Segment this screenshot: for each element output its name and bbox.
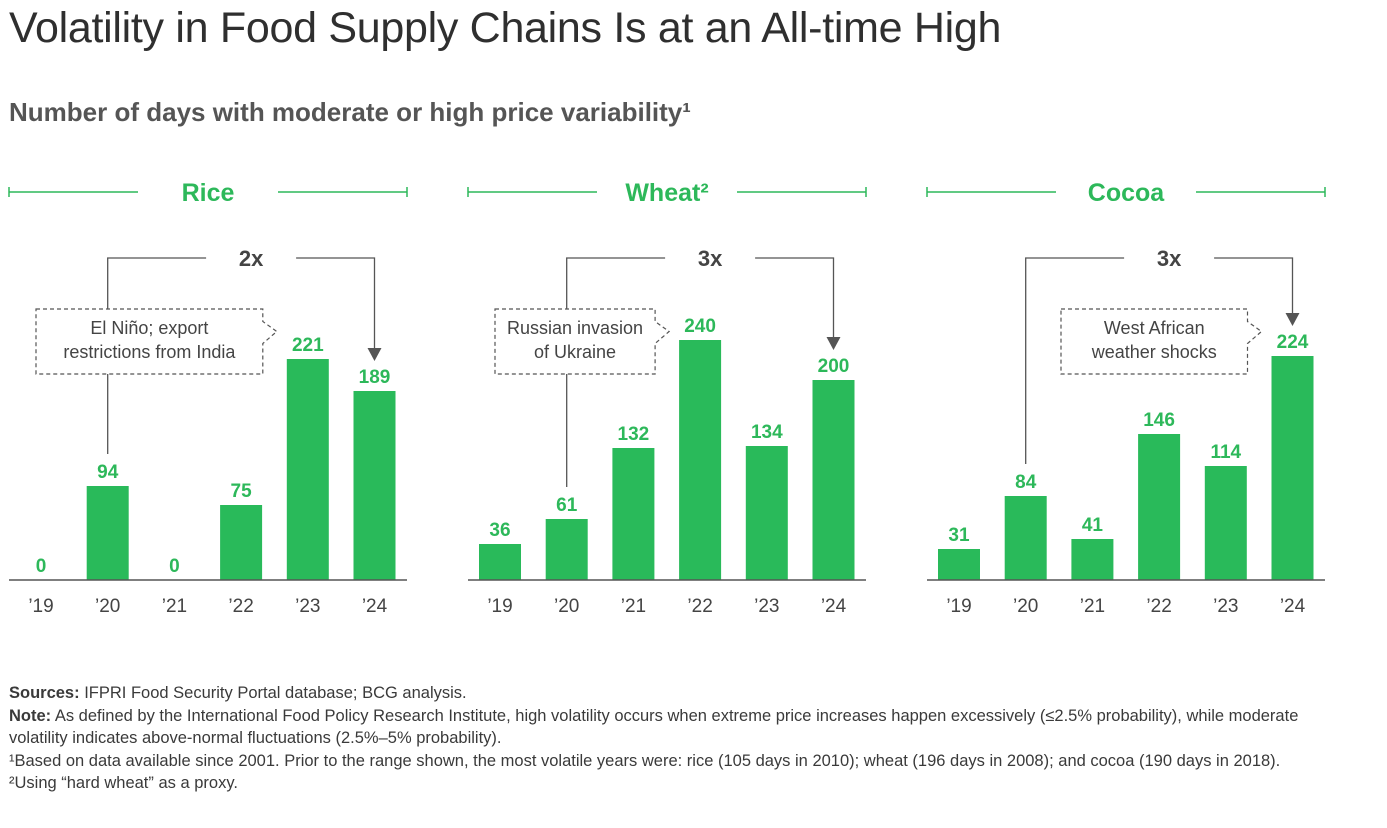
tick-label: ’24 [362, 596, 388, 617]
footnote-2: ²Using “hard wheat” as a proxy. [9, 774, 238, 792]
value-label: 189 [359, 367, 391, 388]
value-label: 84 [1015, 472, 1037, 493]
bar [1138, 434, 1181, 580]
tick-label: ’22 [687, 596, 712, 617]
annotation-text: restrictions from India [63, 342, 236, 362]
value-label: 221 [292, 335, 324, 356]
multiplier-connector-left [566, 257, 666, 487]
panel-title: Rice [182, 179, 235, 207]
value-label: 41 [1082, 515, 1104, 536]
tick-label: ’20 [1013, 596, 1038, 617]
tick-label: ’19 [487, 596, 512, 617]
tick-label: ’20 [95, 596, 120, 617]
sources-line: Sources: IFPRI Food Security Portal data… [9, 682, 1339, 705]
value-label: 224 [1277, 332, 1309, 353]
tick-label: ’23 [1213, 596, 1238, 617]
bar [86, 486, 129, 580]
value-label: 200 [818, 356, 850, 377]
tick-label: ’20 [554, 596, 579, 617]
multiplier-label: 3x [1157, 246, 1182, 271]
multiplier-connector-right [296, 257, 376, 349]
annotation-box [35, 308, 278, 375]
bar [745, 446, 788, 580]
bar [1004, 496, 1047, 580]
tick-label: ’21 [162, 596, 187, 617]
page-subtitle: Number of days with moderate or high pri… [9, 97, 691, 127]
value-label: 134 [751, 422, 783, 443]
tick-label: ’24 [1280, 596, 1306, 617]
tick-label: ’23 [295, 596, 320, 617]
multiplier-connector-right [1214, 257, 1294, 314]
notes: Sources: IFPRI Food Security Portal data… [9, 682, 1339, 795]
panel-title: Wheat² [625, 179, 708, 207]
tick-label: ’22 [1146, 596, 1171, 617]
bar [353, 391, 396, 580]
value-label: 0 [36, 556, 47, 577]
panel-title: Cocoa [1088, 179, 1166, 207]
annotation-box [494, 308, 671, 375]
bar [938, 549, 980, 580]
tick-label: ’19 [28, 596, 53, 617]
tick-label: ’19 [946, 596, 971, 617]
annotation-text: El Niño; export [90, 318, 208, 338]
tick-label: ’21 [1080, 596, 1105, 617]
multiplier-arrowhead [826, 337, 841, 350]
value-label: 75 [231, 481, 253, 502]
bar [545, 519, 588, 580]
annotation-box [1060, 308, 1263, 375]
value-label: 61 [556, 495, 578, 516]
tick-label: ’23 [754, 596, 779, 617]
sources-label: Sources: [9, 684, 80, 702]
annotation-text: of Ukraine [534, 342, 616, 362]
multiplier-arrowhead [367, 348, 382, 361]
tick-label: ’21 [621, 596, 646, 617]
annotation-text: weather shocks [1091, 342, 1217, 362]
bar [1271, 356, 1314, 580]
value-label: 132 [618, 424, 650, 445]
multiplier-arrowhead [1285, 313, 1300, 326]
annotation-text: Russian invasion [507, 318, 643, 338]
bar [679, 340, 722, 580]
note-line: Note: As defined by the International Fo… [9, 705, 1339, 750]
multiplier-label: 3x [698, 246, 723, 271]
value-label: 240 [684, 316, 716, 337]
sources-text: IFPRI Food Security Portal database; BCG… [79, 684, 467, 702]
bar [479, 544, 521, 580]
chart-panel-1: Wheat² 36 ’19 61 ’20 132 ’21 240 ’22 134 ’23 200 ’24… [467, 179, 867, 617]
annotation-text: West African [1104, 318, 1205, 338]
multiplier-connector-right [755, 257, 835, 338]
chart-panel-0: Rice 0 ’19 94 ’20 0 ’21 75 ’22 221 ’23 189 ’24 2x El N… [8, 179, 408, 617]
value-label: 114 [1210, 442, 1241, 463]
bar [1071, 539, 1114, 580]
multiplier-connector-left [1025, 257, 1125, 464]
footnote-1: ¹Based on data available since 2001. Pri… [9, 751, 1281, 770]
value-label: 94 [97, 462, 119, 483]
bar [1204, 466, 1247, 580]
multiplier-label: 2x [239, 246, 264, 271]
multiplier-connector-left [107, 257, 207, 454]
value-label: 0 [169, 556, 180, 577]
bar [812, 380, 855, 580]
bar [612, 448, 655, 580]
charts-area: Rice 0 ’19 94 ’20 0 ’21 75 ’22 221 ’23 189 ’24 2x El N… [8, 179, 1326, 617]
note-label: Note: [9, 706, 52, 725]
value-label: 146 [1143, 410, 1175, 431]
bar [286, 359, 329, 580]
page-title: Volatility in Food Supply Chains Is at a… [9, 4, 1002, 52]
note-text: As defined by the International Food Pol… [9, 706, 1299, 748]
value-label: 31 [948, 525, 970, 546]
bar [220, 505, 263, 580]
tick-label: ’22 [228, 596, 253, 617]
tick-label: ’24 [821, 596, 847, 617]
value-label: 36 [489, 520, 510, 541]
chart-panel-2: Cocoa 31 ’19 84 ’20 41 ’21 146 ’22 114 ’23 224 ’24 3x… [926, 179, 1326, 617]
